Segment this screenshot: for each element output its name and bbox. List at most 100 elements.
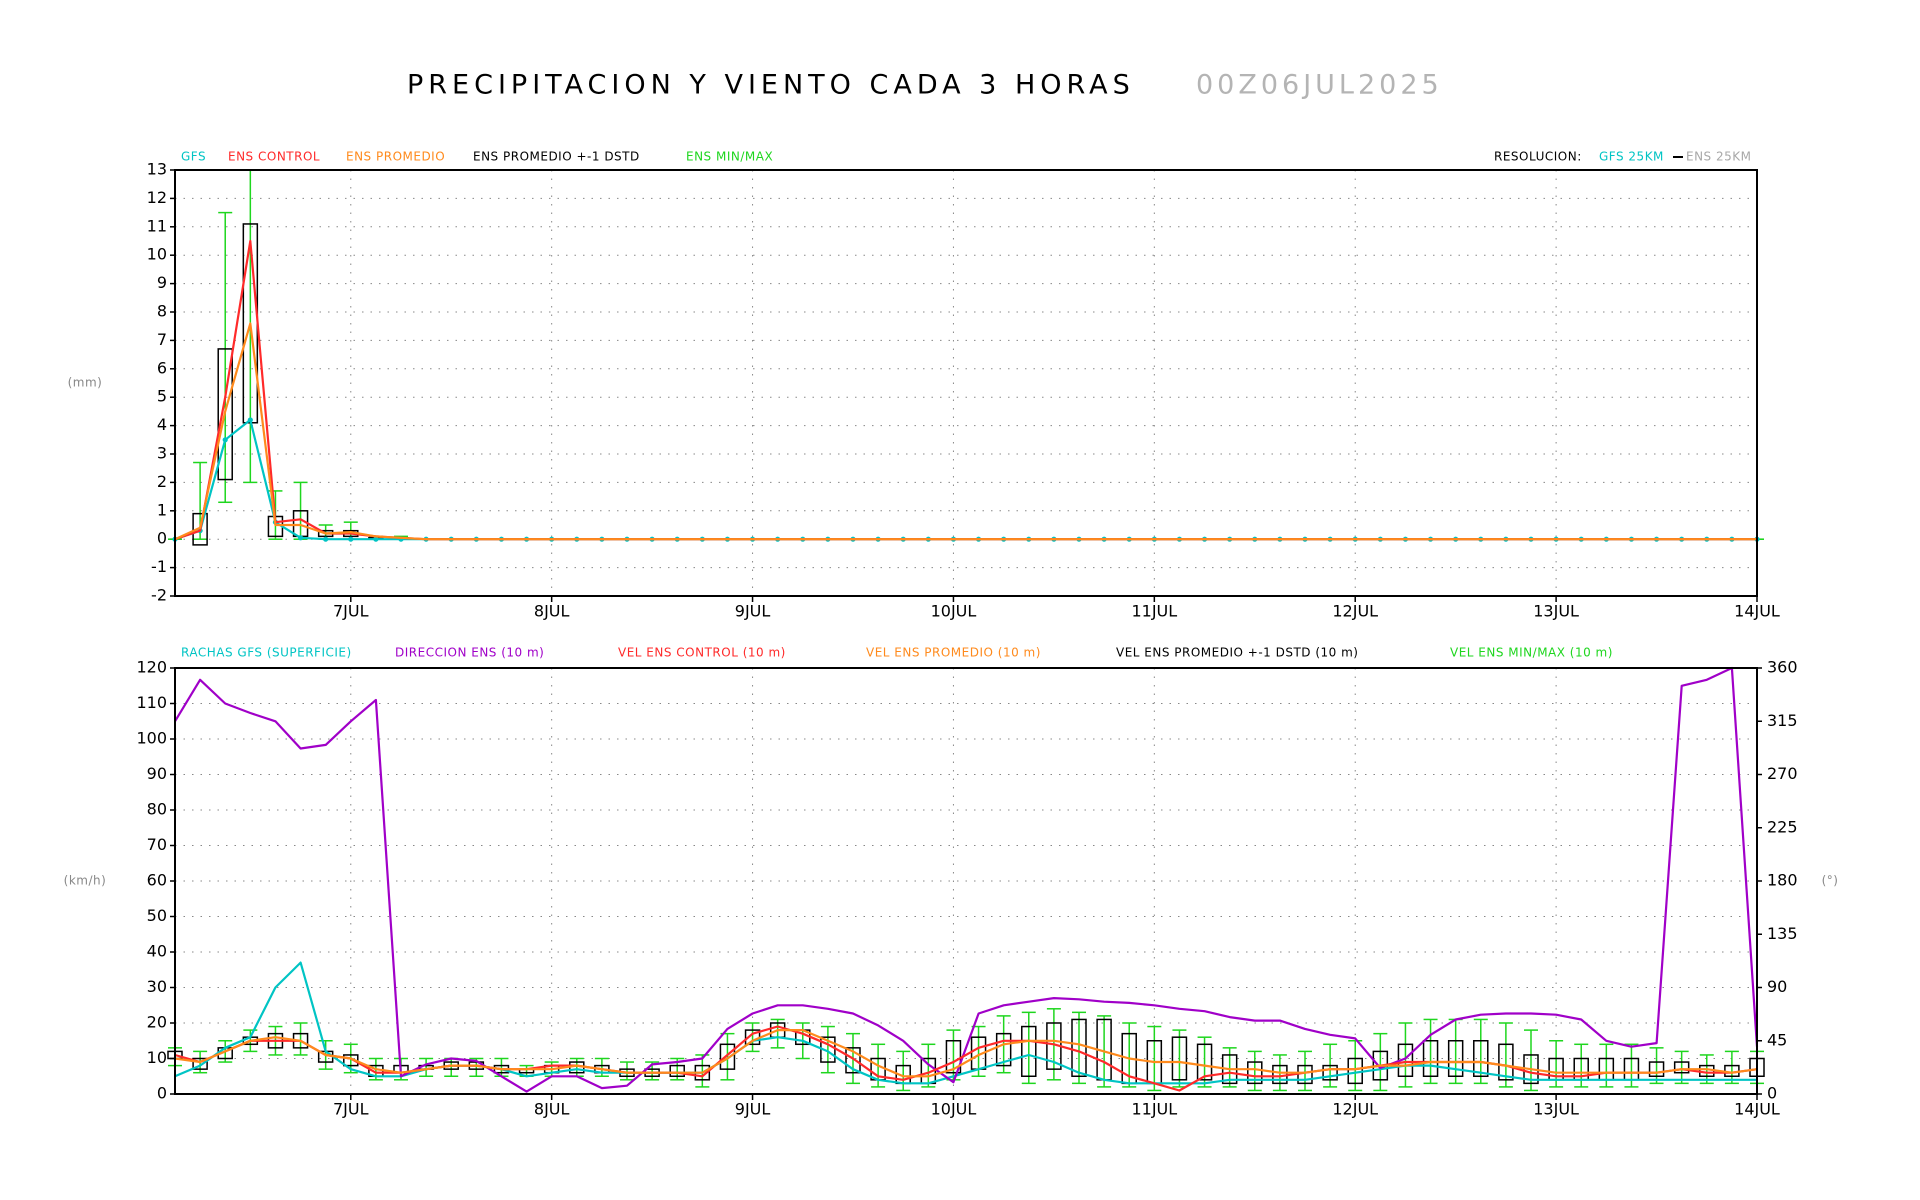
std-box (343, 1054, 359, 1067)
y-axis-label: (mm) (68, 376, 103, 390)
y-tick-label: 0 (157, 1084, 167, 1103)
series-marker (348, 536, 354, 542)
x-tick-label: 11JUL (1131, 1100, 1177, 1119)
x-tick-label: 13JUL (1533, 602, 1579, 621)
y-tick-label: 13 (147, 160, 167, 179)
y-tick-label: -1 (151, 557, 167, 576)
x-tick-label: 7JUL (333, 602, 369, 621)
std-box (217, 348, 233, 481)
std-box (192, 512, 208, 546)
legend-entry: VEL ENS CONTROL (10 m) (618, 646, 786, 660)
y-tick-label: 50 (147, 906, 167, 925)
y2-axis-label: (°) (1822, 874, 1839, 888)
y2-tick-label: 45 (1767, 1030, 1787, 1049)
y-tick-label: 7 (157, 330, 167, 349)
legend-entry: ENS MIN/MAX (686, 150, 773, 164)
std-box (1498, 1043, 1514, 1081)
series-line (174, 1029, 1758, 1078)
series-marker (297, 535, 304, 541)
x-tick-label: 7JUL (333, 1100, 369, 1119)
std-box (945, 1040, 962, 1074)
series-line (174, 322, 1757, 541)
y-tick-label: 1 (157, 500, 167, 519)
std-box (192, 1057, 208, 1070)
x-tick-label: 10JUL (931, 1100, 977, 1119)
resolution-gfs: GFS 25KM (1599, 150, 1664, 164)
std-box (1171, 1036, 1188, 1081)
y-tick-label: 40 (147, 942, 167, 961)
x-tick-label: 9JUL (735, 602, 771, 621)
y-axis-label: (km/h) (64, 874, 107, 888)
y2-tick-label: 270 (1767, 764, 1798, 783)
y-tick-label: 3 (157, 444, 167, 463)
series-marker (222, 437, 228, 443)
legend-entry: DIRECCION ENS (10 m) (395, 646, 544, 660)
plot-frame (174, 169, 1758, 597)
legend-entry: VEL ENS PROMEDIO (10 m) (866, 646, 1041, 660)
series-marker (247, 417, 253, 423)
y-tick-label: 6 (157, 358, 167, 377)
x-tick-label: 14JUL (1734, 1100, 1780, 1119)
resolution-ens: ENS 25KM (1686, 150, 1751, 164)
y-tick-label: 120 (136, 658, 167, 677)
y-tick-label: 100 (136, 729, 167, 748)
chart-subtitle: 00Z06JUL2025 (1196, 70, 1443, 101)
y-tick-label: 70 (147, 835, 167, 854)
y-tick-label: 90 (147, 764, 167, 783)
legend-entry: ENS PROMEDIO (346, 150, 445, 164)
series-marker (373, 536, 379, 542)
y-tick-label: 10 (147, 245, 167, 264)
legend-entry: GFS (181, 150, 206, 164)
y-tick-label: 10 (147, 1048, 167, 1067)
y-tick-label: 8 (157, 302, 167, 321)
std-box (1196, 1043, 1213, 1081)
y-tick-label: 80 (147, 800, 167, 819)
std-box (1648, 1061, 1665, 1078)
plot-frame (174, 667, 1758, 1095)
y-tick-label: 11 (147, 216, 167, 235)
std-box (1673, 1061, 1690, 1074)
y-tick-label: 110 (136, 693, 167, 712)
x-tick-label: 9JUL (735, 1100, 771, 1119)
resolution-label: RESOLUCION: (1494, 150, 1582, 164)
series-line (174, 418, 1757, 541)
y-tick-label: 2 (157, 472, 167, 491)
std-box (1247, 1061, 1263, 1085)
y-tick-label: 30 (147, 977, 167, 996)
x-tick-label: 10JUL (931, 602, 977, 621)
x-tick-label: 11JUL (1131, 602, 1177, 621)
y2-tick-label: 225 (1767, 817, 1798, 836)
legend-entry: VEL ENS MIN/MAX (10 m) (1450, 646, 1613, 660)
std-box (1473, 1040, 1489, 1077)
y2-tick-label: 90 (1767, 977, 1787, 996)
x-tick-label: 12JUL (1332, 602, 1378, 621)
y-tick-label: 12 (147, 188, 167, 207)
series-line (174, 239, 1757, 541)
legend-entry: VEL ENS PROMEDIO +-1 DSTD (10 m) (1116, 646, 1359, 660)
x-tick-label: 12JUL (1332, 1100, 1378, 1119)
y2-tick-label: 0 (1767, 1084, 1777, 1103)
y-tick-label: -2 (151, 586, 167, 605)
x-tick-label: 14JUL (1734, 602, 1780, 621)
y-tick-label: 4 (157, 415, 167, 434)
y2-tick-label: 360 (1767, 658, 1798, 677)
legend-entry: RACHAS GFS (SUPERFICIE) (181, 646, 352, 660)
std-box (1422, 1040, 1439, 1077)
std-box (1447, 1040, 1464, 1077)
std-box (995, 1032, 1012, 1067)
std-box (845, 1047, 861, 1074)
y-tick-label: 5 (157, 387, 167, 406)
std-box (1021, 1025, 1037, 1078)
legend-entry: ENS CONTROL (228, 150, 320, 164)
chart-title: PRECIPITACION Y VIENTO CADA 3 HORAS (407, 70, 1135, 101)
y-tick-label: 9 (157, 273, 167, 292)
series-marker (323, 536, 329, 542)
x-tick-label: 8JUL (534, 1100, 570, 1119)
y2-tick-label: 180 (1767, 871, 1798, 890)
x-tick-label: 13JUL (1533, 1100, 1579, 1119)
y-tick-label: 20 (147, 1013, 167, 1032)
y-tick-label: 60 (147, 871, 167, 890)
legend-entry: ENS PROMEDIO +-1 DSTD (473, 150, 640, 164)
